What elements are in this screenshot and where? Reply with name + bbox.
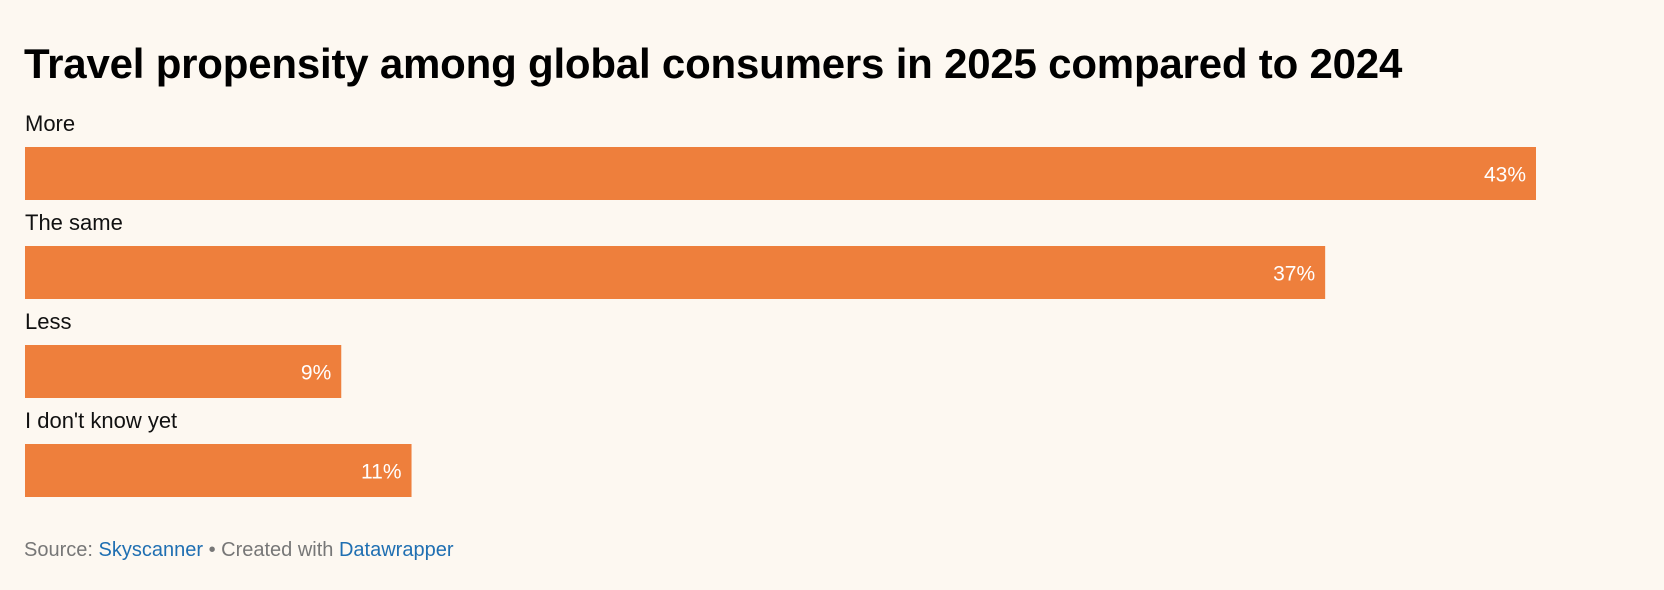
datawrapper-link[interactable]: Datawrapper [338, 539, 454, 561]
value-label: 9% [301, 362, 331, 385]
chart-title: Travel propensity among global consumers… [24, 40, 1403, 87]
source-prefix: Source: [24, 539, 93, 561]
value-label: 43% [1484, 164, 1526, 187]
category-label: Less [25, 309, 71, 334]
source-link[interactable]: Skyscanner [98, 539, 204, 561]
value-label: 11% [361, 461, 401, 484]
bar [25, 444, 412, 497]
category-label: I don't know yet [25, 408, 177, 433]
value-label: 37% [1273, 263, 1315, 286]
bar [25, 147, 1536, 200]
footer-separator: • [208, 539, 216, 561]
created-prefix: Created with [221, 539, 334, 561]
bars-layer: More 43% The same 37% Less 9% I don't know yet… [25, 111, 1536, 497]
bar [25, 246, 1326, 299]
category-label: More [25, 111, 75, 136]
bar [25, 345, 342, 398]
category-label: The same [25, 210, 123, 235]
chart-footer: Source: Skyscanner • Created with Datawr… [24, 536, 454, 564]
